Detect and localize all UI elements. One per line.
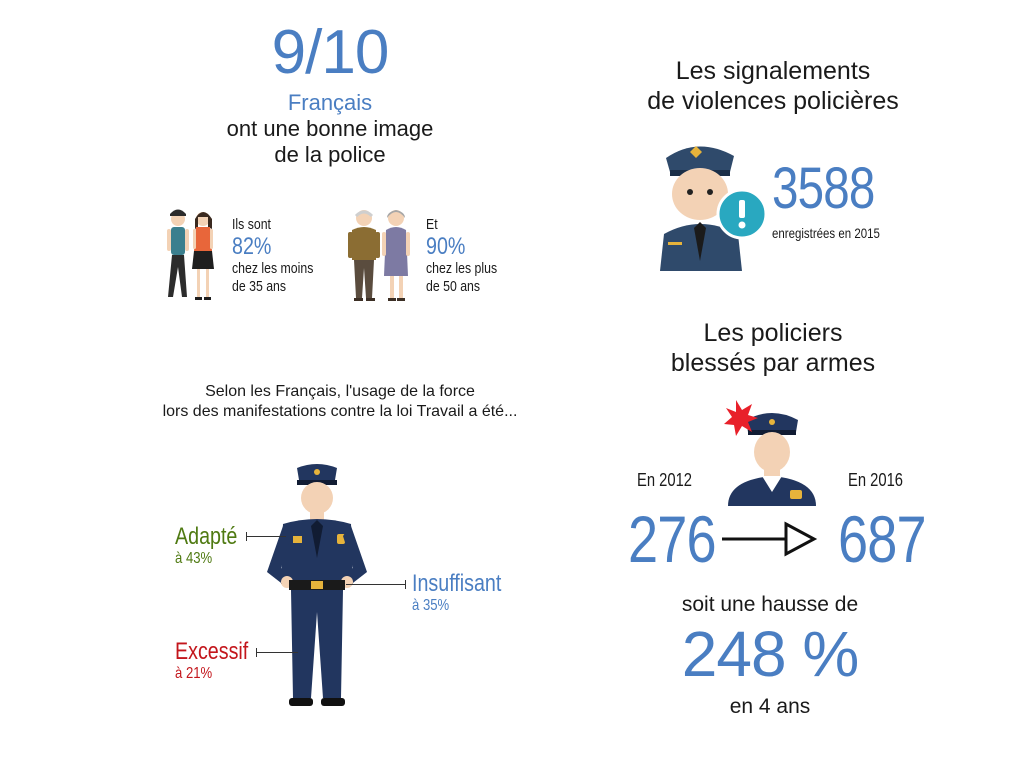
headline-line2: ont une bonne image (226, 116, 434, 141)
police-officer-figure-icon (255, 462, 380, 718)
opinion-insuffisant: Insuffisant à 35% (412, 570, 501, 615)
opinion-insuffisant-label: Insuffisant (412, 570, 502, 597)
injured-title-line2: blessés par armes (670, 349, 876, 377)
callout-tick-adapte (246, 532, 247, 541)
senior-stat: Et 90% chez les plus de 50 ans (426, 216, 497, 296)
reports-title-line1: Les signalements (675, 57, 871, 85)
young-value: 82% (232, 233, 272, 260)
police-officer-alert-icon (656, 136, 768, 271)
opinion-insuffisant-value: à 35% (412, 597, 450, 614)
force-question-line2: lors des manifestations contre la loi Tr… (162, 403, 518, 420)
reports-title-line2: de violences policières (647, 87, 899, 115)
callout-line-adapte (246, 536, 286, 537)
young-stat: Ils sont 82% chez les moins de 35 ans (232, 216, 313, 296)
force-question-line1: Selon les Français, l'usage de la force (205, 383, 475, 400)
reports-title: Les signalements de violences policières (618, 56, 928, 116)
injured-officer-icon (724, 396, 816, 506)
force-question: Selon les Français, l'usage de la force … (140, 382, 540, 422)
value-end: 687 (838, 502, 927, 576)
callout-line-insuffisant (346, 584, 406, 585)
opinion-adapte-label: Adapté (175, 523, 238, 550)
callout-tick-excessif (256, 648, 257, 657)
reports-value: 3588 (772, 156, 875, 221)
increase-line3: en 4 ans (729, 695, 811, 718)
opinion-adapte-value: à 43% (175, 550, 213, 567)
headline-subject: Français (287, 90, 373, 115)
year-start: En 2012 (637, 470, 692, 490)
opinion-excessif-value: à 21% (175, 665, 213, 682)
value-start: 276 (628, 502, 717, 576)
opinion-adapte: Adapté à 43% (175, 523, 237, 568)
senior-line2: de 50 ans (426, 278, 481, 295)
young-line2: de 35 ans (232, 278, 287, 295)
young-people-icon (158, 205, 224, 305)
year-end: En 2016 (848, 470, 903, 490)
injured-title: Les policiers blessés par armes (618, 318, 928, 378)
senior-line1: chez les plus (426, 260, 498, 277)
opinion-excessif: Excessif à 21% (175, 638, 248, 683)
increase-block: soit une hausse de 248 % en 4 ans (620, 592, 920, 720)
senior-intro: Et (426, 216, 438, 233)
reports-caption: enregistrées en 2015 (772, 225, 880, 241)
callout-line-excessif (256, 652, 298, 653)
reports-stat: 3588 enregistrées en 2015 (772, 160, 904, 242)
young-line1: chez les moins (232, 260, 314, 277)
headline-value: 9/10 (271, 18, 390, 87)
senior-value: 90% (426, 233, 466, 260)
headline-line3: de la police (274, 142, 386, 167)
injured-title-line1: Les policiers (703, 319, 843, 347)
arrow-right-icon (722, 521, 818, 557)
opinion-excessif-label: Excessif (175, 638, 249, 665)
senior-couple-icon (344, 206, 416, 306)
increase-line1: soit une hausse de (681, 593, 859, 616)
increase-value: 248 % (681, 618, 859, 690)
headline-block: 9/10 Français ont une bonne image de la … (180, 22, 480, 168)
young-intro: Ils sont (232, 216, 271, 233)
callout-tick-insuffisant (405, 580, 406, 589)
